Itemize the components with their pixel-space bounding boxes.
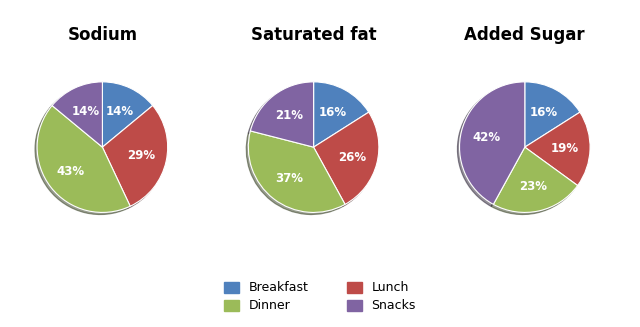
Text: 37%: 37%	[275, 172, 303, 185]
Wedge shape	[493, 147, 578, 213]
Wedge shape	[37, 106, 130, 213]
Text: 42%: 42%	[472, 131, 500, 144]
Wedge shape	[52, 82, 102, 147]
Title: Sodium: Sodium	[67, 26, 138, 44]
Text: 43%: 43%	[57, 165, 85, 178]
Text: 14%: 14%	[71, 105, 99, 117]
Text: 29%: 29%	[127, 149, 156, 163]
Text: 26%: 26%	[338, 150, 366, 164]
Wedge shape	[525, 82, 580, 147]
Text: 16%: 16%	[530, 106, 558, 119]
Text: 21%: 21%	[275, 109, 303, 122]
Wedge shape	[102, 106, 168, 206]
Wedge shape	[250, 82, 314, 147]
Wedge shape	[102, 82, 153, 147]
Text: 16%: 16%	[319, 106, 347, 119]
Title: Saturated fat: Saturated fat	[251, 26, 376, 44]
Wedge shape	[248, 131, 345, 213]
Wedge shape	[525, 112, 590, 185]
Wedge shape	[314, 112, 379, 204]
Wedge shape	[460, 82, 525, 204]
Legend: Breakfast, Dinner, Lunch, Snacks: Breakfast, Dinner, Lunch, Snacks	[219, 277, 421, 318]
Text: 23%: 23%	[520, 180, 547, 193]
Text: 19%: 19%	[550, 142, 579, 155]
Title: Added Sugar: Added Sugar	[465, 26, 585, 44]
Wedge shape	[314, 82, 369, 147]
Text: 14%: 14%	[106, 105, 134, 117]
